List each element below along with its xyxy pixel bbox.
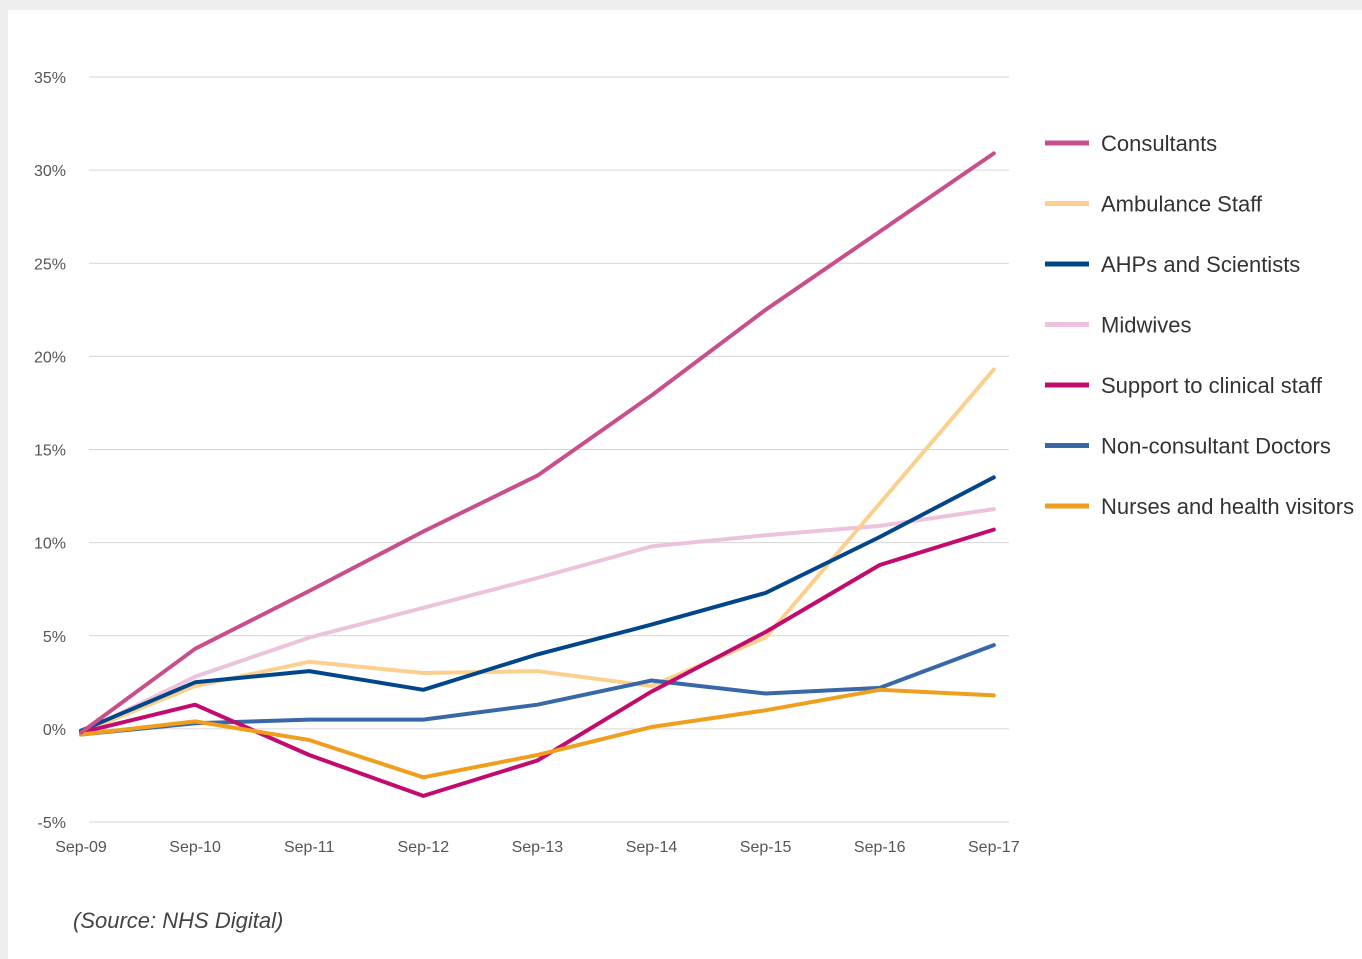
y-axis-ticks: -5% 0% 5% 10% 15% 20% 25% 30% 35%: [34, 70, 66, 832]
legend-label: Midwives: [1101, 313, 1191, 338]
source-note: (Source: NHS Digital): [73, 908, 284, 933]
x-tick-label: Sep-15: [740, 839, 792, 856]
series-line-consultants: [79, 151, 996, 735]
x-tick-label: Sep-14: [626, 839, 678, 856]
series-lines: [79, 151, 996, 798]
series-line-support-to-clinical-staff: [79, 527, 996, 798]
gridlines: [89, 76, 1009, 823]
y-tick-label: 35%: [34, 70, 66, 87]
y-tick-label: 5%: [43, 629, 66, 646]
y-tick-label: 25%: [34, 256, 66, 273]
series-line-nurses-and-health-visitors: [79, 687, 996, 780]
x-tick-label: Sep-17: [968, 839, 1020, 856]
y-tick-label: 20%: [34, 349, 66, 366]
legend-label: Nurses and health visitors: [1101, 494, 1354, 519]
x-tick-label: Sep-09: [55, 839, 107, 856]
x-axis-ticks: Sep-09 Sep-10 Sep-11 Sep-12 Sep-13 Sep-14 Sep-…: [55, 839, 1019, 856]
series-line-non-consultant-doctors: [79, 643, 996, 737]
y-tick-label: 15%: [34, 443, 66, 460]
chart-panel: -5% 0% 5% 10% 15% 20% 25% 30% 35% Sep-09 Sep-10 Se…: [8, 10, 1362, 959]
legend-label: Non-consultant Doctors: [1101, 434, 1331, 459]
series-line-midwives: [79, 507, 996, 735]
y-tick-label: 10%: [34, 536, 66, 553]
line-chart: -5%0%5%10%15%20%25%30%35% Sep-09 Sep-10 Se…: [34, 70, 1354, 856]
legend-label: Consultants: [1101, 131, 1217, 156]
x-tick-label: Sep-12: [398, 839, 450, 856]
legend-label: Ambulance Staff: [1101, 192, 1263, 217]
x-tick-label: Sep-16: [854, 839, 906, 856]
legend-label: AHPs and Scientists: [1101, 252, 1300, 277]
series-line-ahps-and-scientists: [79, 475, 996, 733]
y-tick-label: -5%: [38, 815, 66, 832]
y-tick-label: 0%: [43, 722, 66, 739]
x-tick-label: Sep-11: [284, 839, 335, 856]
x-tick-label: Sep-10: [169, 839, 221, 856]
legend-label: Support to clinical staff: [1101, 373, 1323, 398]
x-tick-label: Sep-13: [512, 839, 564, 856]
legend: Consultants Ambulance Staff AHPs and Scien…: [1045, 131, 1354, 519]
y-tick-label: 30%: [34, 163, 66, 180]
